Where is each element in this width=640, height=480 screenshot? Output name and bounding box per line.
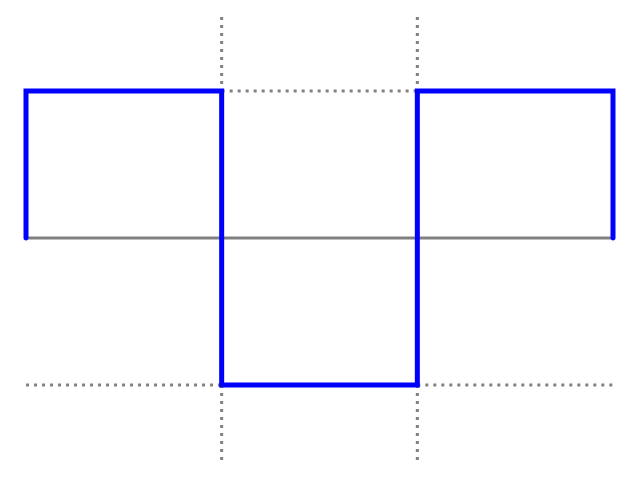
square-wave-line xyxy=(23,88,616,388)
